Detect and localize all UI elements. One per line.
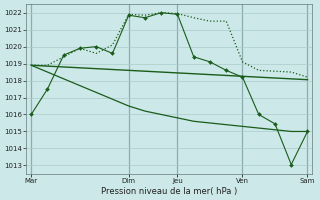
X-axis label: Pression niveau de la mer( hPa ): Pression niveau de la mer( hPa ) <box>101 187 237 196</box>
